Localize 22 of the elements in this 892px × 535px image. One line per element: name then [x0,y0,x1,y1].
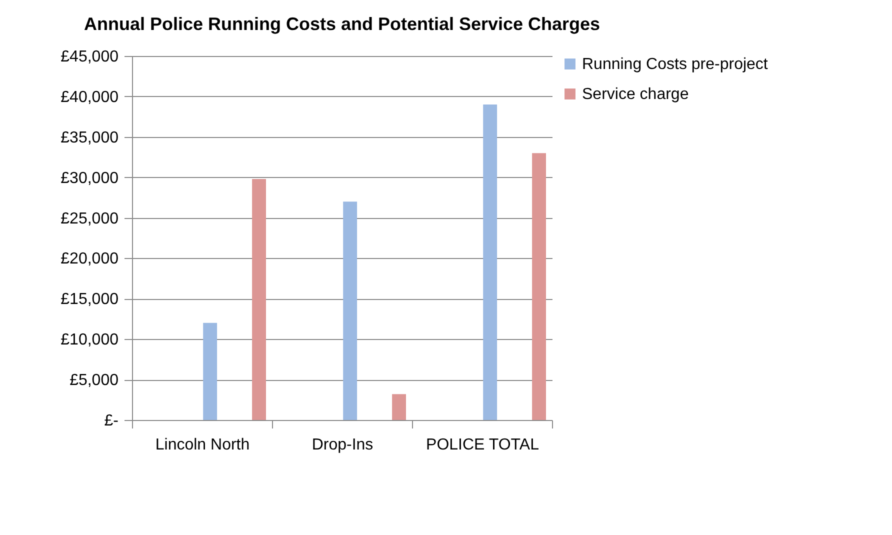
y-tick-label: £10,000 [60,332,119,349]
bar [203,322,218,420]
x-tick-label: Lincoln North [155,436,250,454]
legend-label: Service charge [582,86,689,103]
bar [392,394,406,420]
y-tick-label: £30,000 [60,170,119,187]
x-tick-label: Drop-Ins [312,436,374,454]
y-tick-label: £40,000 [60,88,119,106]
bar [343,202,358,420]
x-tick-label: POLICE TOTAL [426,436,540,454]
chart-title: Annual Police Running Costs and Potential Service Charges [84,14,600,34]
bar [252,178,266,420]
y-tick-label: £35,000 [60,129,119,146]
y-tick-label: £45,000 [60,48,119,66]
y-tick-label: £5,000 [70,372,119,390]
bar [483,104,498,420]
legend-label: Running Costs pre-project [582,56,768,73]
y-tick-label: £20,000 [60,250,119,268]
y-tick-label: £- [104,412,118,430]
bar [532,153,546,420]
y-tick-label: £25,000 [60,210,119,228]
y-tick-label: £15,000 [60,291,119,308]
